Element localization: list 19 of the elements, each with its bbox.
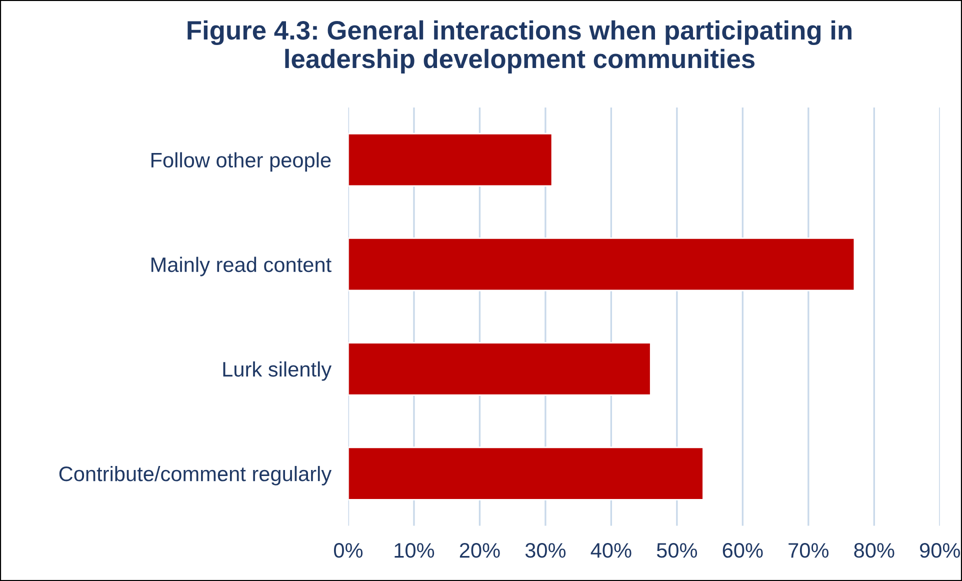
bar [348,446,704,500]
x-tick-label: 80% [854,543,894,558]
y-tick-label: Lurk silently [223,361,332,381]
bar [348,342,652,396]
x-tick-label: 90% [920,543,960,558]
chart-title: Figure 4.3: General interactions when participating in leadership development communities [188,20,852,74]
bar [348,238,856,292]
x-tick-label: 40% [590,543,632,558]
x-tick-label: 20% [460,543,500,558]
y-tick-label: Contribute/comment regularly [59,466,332,486]
x-tick-label: 30% [525,543,566,558]
y-tick-label: Mainly read content [151,256,332,276]
x-tick-label: 50% [656,543,698,558]
x-tick-label: 0% [334,543,363,558]
x-tick-label: 70% [788,543,829,558]
x-tick-label: 60% [722,543,763,558]
bar [348,132,553,187]
y-tick-label: Follow other people [151,152,331,172]
x-tick-label: 10% [394,543,434,558]
